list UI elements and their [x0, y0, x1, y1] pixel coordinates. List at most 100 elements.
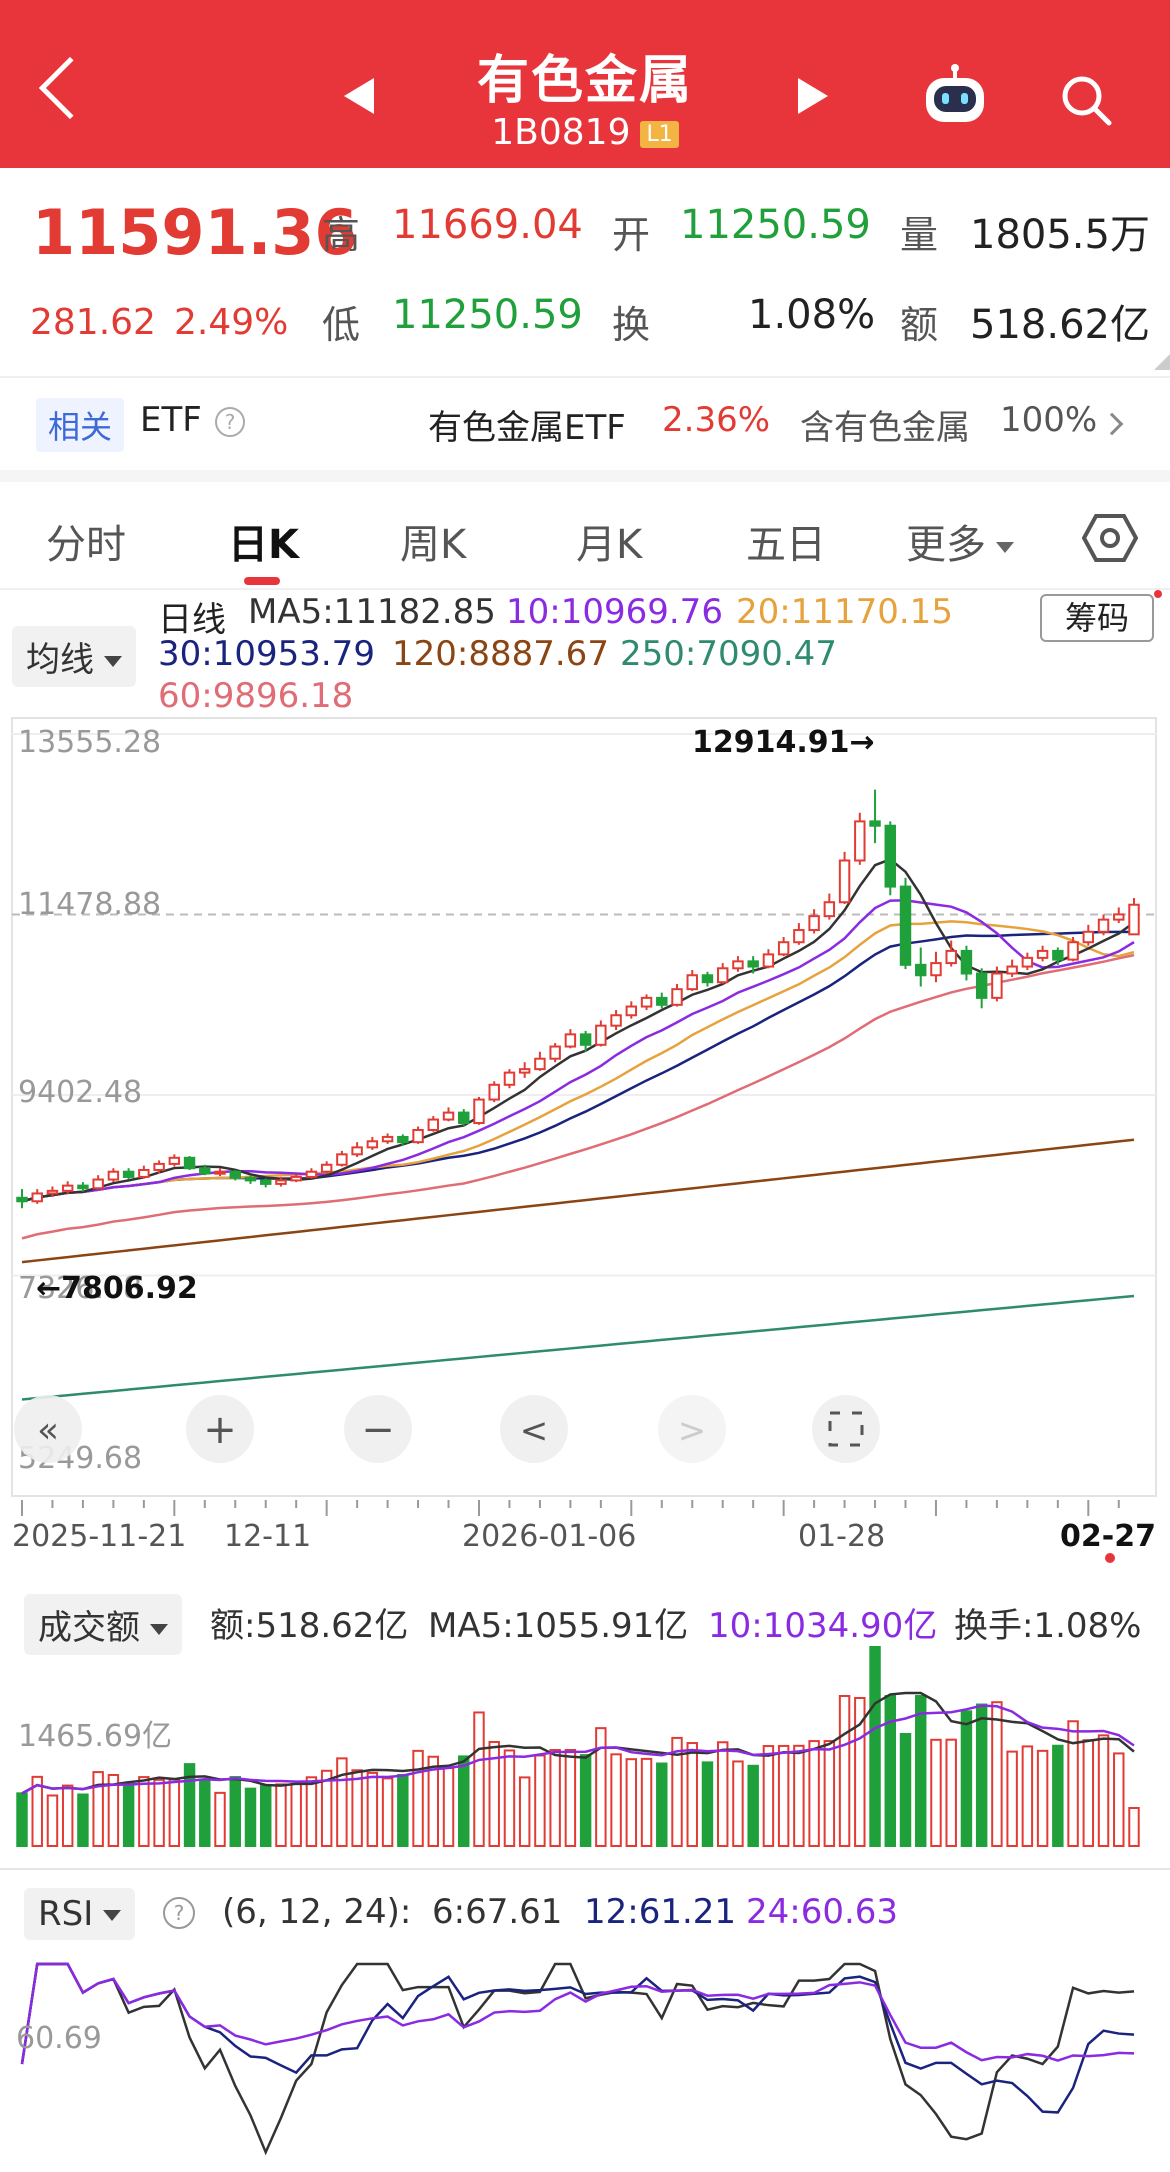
- change-value: 281.62: [30, 302, 156, 343]
- related-etf-row[interactable]: 相关 ETF ? 有色金属ETF 2.36% 含有色金属 100%: [0, 380, 1170, 476]
- rsi-params: (6, 12, 24):: [222, 1892, 412, 1932]
- scroll-right-button[interactable]: >: [658, 1395, 726, 1463]
- rewind-button[interactable]: «: [14, 1395, 82, 1463]
- volume-label: 量: [900, 213, 939, 257]
- tab-intraday[interactable]: 分时: [46, 522, 126, 568]
- svg-text:<: <: [520, 1411, 549, 1451]
- assistant-robot-icon[interactable]: [920, 62, 990, 128]
- fullscreen-button[interactable]: [812, 1395, 880, 1463]
- candle-body: [686, 974, 698, 991]
- notification-dot: [1154, 590, 1162, 598]
- prev-stock-icon[interactable]: [344, 78, 374, 114]
- rsi24-line: [20, 1962, 1135, 2065]
- zoom-in-button[interactable]: +: [186, 1395, 254, 1463]
- ma-select-dropdown[interactable]: 均线: [12, 626, 136, 687]
- period-label: 日线: [158, 600, 226, 640]
- volume-bar: [686, 1742, 698, 1847]
- volume-bar: [168, 1778, 181, 1848]
- tab-daily-k[interactable]: 日K: [228, 522, 299, 568]
- volume-bar: [823, 1740, 836, 1847]
- volume-select-label: 成交额: [38, 1608, 140, 1648]
- volume-bar: [701, 1761, 714, 1847]
- ma120-line: [21, 1138, 1135, 1264]
- candle-body: [168, 1156, 181, 1165]
- svg-text:>: >: [678, 1411, 707, 1451]
- volume-bar: [1067, 1720, 1079, 1847]
- x-axis-date: 2025-11-21: [12, 1519, 186, 1554]
- kline-chart[interactable]: 13555.28 11478.88 9402.48 7326.08 5249.6…: [0, 716, 1170, 1566]
- volume-bar: [1036, 1749, 1049, 1847]
- etf-name: 有色金属ETF: [428, 408, 626, 448]
- help-icon[interactable]: ?: [214, 406, 246, 438]
- svg-text:«: «: [37, 1410, 59, 1451]
- candle-body: [473, 1098, 485, 1125]
- amount-value: 518.62亿: [970, 302, 1150, 348]
- volume-bar: [549, 1749, 561, 1847]
- volume-bar: [960, 1710, 973, 1847]
- volume-bar: [366, 1771, 379, 1847]
- candle-body: [107, 1170, 120, 1181]
- volume-bar: [884, 1695, 896, 1847]
- etf-percent: 2.36%: [662, 400, 771, 440]
- volume-bar: [793, 1744, 805, 1847]
- candle-body: [656, 996, 668, 1006]
- candle-body: [838, 859, 851, 904]
- x-axis-date: 2026-01-06: [462, 1519, 636, 1554]
- open-value: 11250.59: [680, 202, 871, 248]
- etf-label: ETF: [140, 400, 202, 440]
- tab-five-day[interactable]: 五日: [746, 522, 826, 568]
- candle-body: [762, 953, 775, 968]
- volume-bar: [16, 1792, 28, 1847]
- volume-bar: [260, 1783, 272, 1847]
- volume-bar: [854, 1697, 866, 1847]
- level-badge: L1: [640, 120, 679, 148]
- volume-bar: [427, 1755, 440, 1847]
- volume-bar: [1113, 1752, 1125, 1847]
- candle-body: [275, 1179, 287, 1185]
- ma-select-label: 均线: [26, 640, 94, 680]
- volume-bar: [351, 1769, 363, 1847]
- volume-bar: [488, 1740, 500, 1847]
- candle-body: [381, 1135, 394, 1143]
- candle-body: [397, 1135, 409, 1144]
- ma5-line: [21, 857, 1135, 1203]
- search-icon[interactable]: [1058, 72, 1114, 128]
- scroll-left-button[interactable]: <: [500, 1395, 568, 1463]
- candle-body: [199, 1167, 211, 1175]
- settings-icon[interactable]: [1082, 510, 1138, 566]
- volume-bar: [442, 1767, 455, 1847]
- svg-text:?: ?: [174, 1901, 185, 1925]
- volume-bar: [1006, 1750, 1018, 1847]
- volume-bar: [31, 1775, 43, 1847]
- candle-body: [899, 885, 912, 966]
- tab-more[interactable]: 更多: [906, 512, 1014, 570]
- volume-bar: [397, 1773, 409, 1847]
- rsi-select-dropdown[interactable]: RSI: [24, 1888, 136, 1940]
- candle-body: [1067, 941, 1079, 961]
- candle-body: [503, 1071, 516, 1086]
- zoom-out-button[interactable]: −: [344, 1395, 412, 1463]
- volume-bar: [640, 1757, 653, 1847]
- candle-body: [92, 1178, 104, 1190]
- candle-body: [671, 988, 683, 1006]
- volume-bar: [930, 1738, 942, 1847]
- help-icon[interactable]: ?: [162, 1896, 196, 1930]
- active-tab-indicator: [244, 577, 280, 585]
- chip-button[interactable]: 筹码: [1040, 594, 1154, 642]
- volume-chart[interactable]: 1465.69亿: [0, 1646, 1170, 1858]
- next-stock-icon[interactable]: [798, 78, 828, 114]
- tab-weekly-k[interactable]: 周K: [400, 522, 467, 568]
- max-price-marker: 12914.91→: [692, 725, 875, 760]
- rsi-y-label: 60.69: [16, 2021, 102, 2056]
- volume-select-dropdown[interactable]: 成交额: [24, 1594, 182, 1655]
- candle-body: [915, 963, 927, 977]
- rsi-chart[interactable]: 60.69: [0, 1944, 1170, 2172]
- tab-monthly-k[interactable]: 月K: [576, 522, 643, 568]
- volume-bar: [199, 1780, 211, 1847]
- volume-ma5-line: [21, 1691, 1135, 1795]
- low-label: 低: [322, 303, 361, 347]
- volume-bar: [305, 1776, 318, 1847]
- volume-bar: [656, 1762, 668, 1847]
- volume-bar: [1082, 1739, 1095, 1847]
- candle-body: [351, 1146, 363, 1156]
